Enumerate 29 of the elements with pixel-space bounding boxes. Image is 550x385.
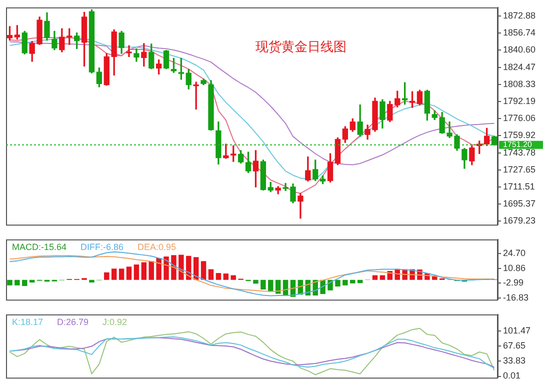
- text: MACD:-15.64: [12, 242, 67, 252]
- y-tick-label: 1776.06: [503, 113, 536, 124]
- y-tick-label: 1679.23: [503, 216, 536, 226]
- y-tick-label: 1695.37: [503, 198, 536, 209]
- y-tick-label: 33.83: [503, 356, 526, 366]
- text: 现货黄金日线图: [256, 38, 347, 54]
- y-tick-label: -16.83: [503, 292, 529, 302]
- y-tick-label: 67.65: [503, 340, 526, 350]
- y-tick-label: 1840.60: [503, 44, 536, 55]
- text: K:18.17: [12, 316, 44, 327]
- y-tick-label: 1792.19: [503, 96, 536, 106]
- text: D:26.79: [57, 316, 89, 327]
- y-tick-label: 1824.47: [503, 62, 536, 72]
- ref-line-label: 1751.20: [503, 140, 532, 150]
- y-tick-label: 1727.65: [503, 164, 536, 174]
- y-tick-label: 10.86: [503, 262, 526, 273]
- y-tick-label: 1808.33: [503, 78, 536, 89]
- series-label: DEA:0.95: [138, 242, 176, 252]
- y-tick-label: 1711.51: [503, 181, 535, 192]
- series-label: DIFF:-6.86: [80, 242, 124, 252]
- y-tick-label: 1743.78: [503, 147, 536, 158]
- y-tick-label: 0.01: [503, 370, 521, 381]
- y-tick-label: -2.99: [503, 278, 524, 288]
- y-tick-label: 1856.74: [503, 28, 536, 38]
- y-tick-label: 1759.92: [503, 130, 536, 140]
- y-tick-label: 24.70: [503, 248, 526, 258]
- y-tick-label: 101.47: [503, 325, 531, 336]
- y-tick-label: 1872.88: [503, 10, 536, 20]
- series-label: J:0.92: [102, 316, 128, 327]
